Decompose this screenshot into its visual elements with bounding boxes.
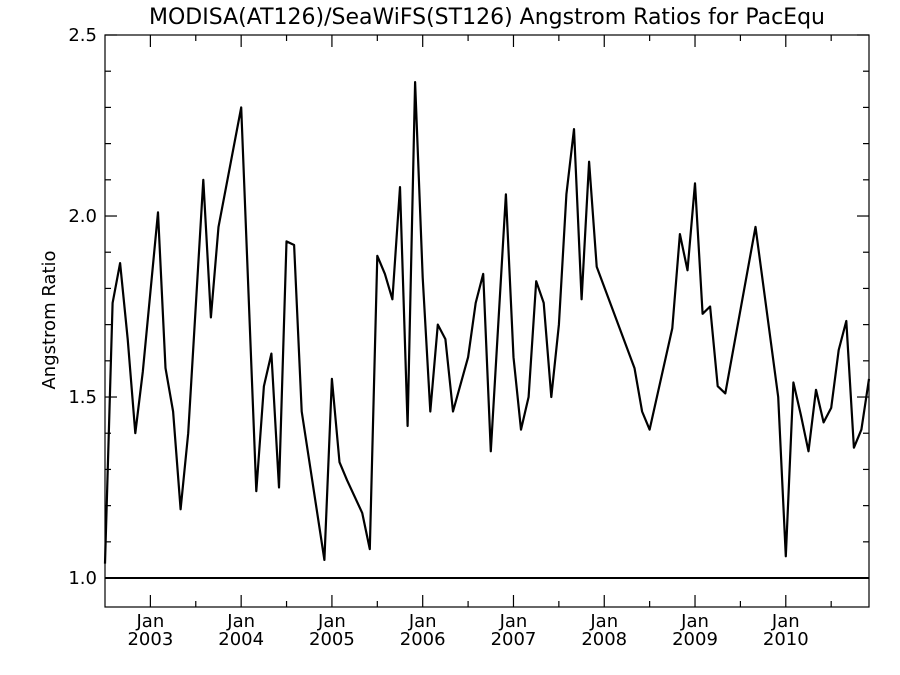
x-tick-month-label: Jan xyxy=(408,611,437,632)
x-tick-year-label: 2003 xyxy=(127,629,173,650)
x-tick-month-label: Jan xyxy=(226,611,255,632)
x-tick-month-label: Jan xyxy=(499,611,528,632)
x-tick-month-label: Jan xyxy=(680,611,709,632)
x-axis-ticks: Jan2003Jan2004Jan2005Jan2006Jan2007Jan20… xyxy=(127,35,832,650)
x-tick-year-label: 2004 xyxy=(218,629,264,650)
chart-title: MODISA(AT126)/SeaWiFS(ST126) Angstrom Ra… xyxy=(149,5,825,30)
y-axis-ticks: 1.0 1.5 2.0 2.5 xyxy=(68,25,869,589)
series-group xyxy=(103,81,871,564)
y-tick-label: 1.5 xyxy=(68,387,97,408)
x-tick-month-label: Jan xyxy=(589,611,618,632)
x-tick-year-label: 2010 xyxy=(763,629,809,650)
x-tick-year-label: 2008 xyxy=(581,629,627,650)
y-axis-label: Angstrom Ratio xyxy=(39,250,60,389)
x-tick-month-label: Jan xyxy=(317,611,346,632)
x-tick-year-label: 2005 xyxy=(309,629,355,650)
x-tick-month-label: Jan xyxy=(771,611,800,632)
x-tick-month-label: Jan xyxy=(136,611,165,632)
x-tick-year-label: 2006 xyxy=(400,629,446,650)
x-tick-year-label: 2007 xyxy=(491,629,537,650)
y-tick-label: 2.0 xyxy=(68,206,97,227)
plot-frame xyxy=(104,34,870,608)
series-line xyxy=(103,81,871,564)
y-tick-label: 1.0 xyxy=(68,568,97,589)
x-tick-year-label: 2009 xyxy=(672,629,718,650)
y-tick-label: 2.5 xyxy=(68,25,97,46)
